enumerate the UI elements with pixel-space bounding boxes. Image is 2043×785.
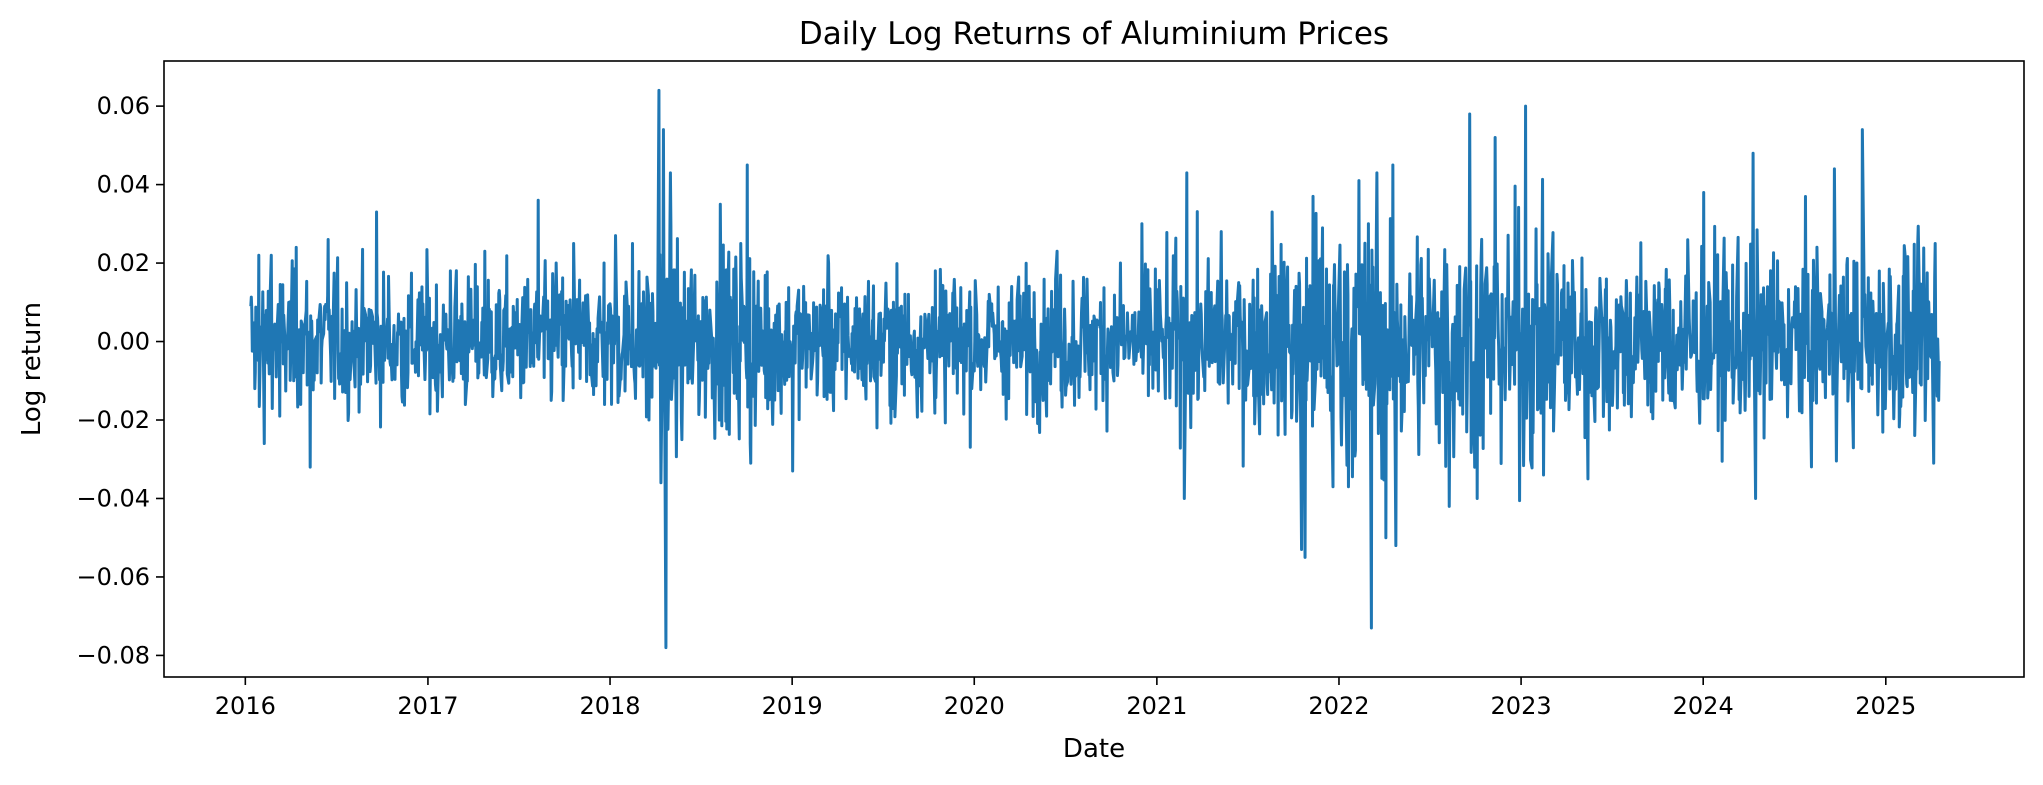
x-tick-label: 2019: [762, 692, 823, 720]
y-tick-label: −0.04: [76, 484, 150, 512]
x-tick-label: 2021: [1126, 692, 1187, 720]
y-tick-label: −0.02: [76, 406, 150, 434]
y-tick-label: 0.04: [97, 171, 150, 199]
y-tick-label: −0.08: [76, 641, 150, 669]
y-tick-label: 0.06: [97, 92, 150, 120]
x-tick-label: 2018: [580, 692, 641, 720]
x-tick-label: 2023: [1491, 692, 1552, 720]
series-line: [249, 88, 1941, 650]
y-axis-label: Log return: [17, 302, 47, 436]
x-axis-label: Date: [1063, 734, 1125, 764]
y-tick-label: −0.06: [76, 563, 150, 591]
y-axis: 0.06 0.04 0.02 0.00 −0.02 −0.04 −0.06 −0.08: [76, 92, 164, 669]
x-tick-label: 2024: [1673, 692, 1734, 720]
x-tick-label: 2025: [1855, 692, 1916, 720]
x-tick-label: 2020: [944, 692, 1005, 720]
x-tick-label: 2022: [1308, 692, 1369, 720]
y-tick-label: 0.02: [97, 249, 150, 277]
x-tick-label: 2016: [215, 692, 276, 720]
y-tick-label: 0.00: [97, 328, 150, 356]
x-axis: 2016 2017 2018 2019 2020 2021 2022 2023 2024 2025: [215, 677, 1916, 720]
chart-title: Daily Log Returns of Aluminium Prices: [799, 16, 1389, 52]
x-tick-label: 2017: [397, 692, 458, 720]
plot-frame: [163, 60, 2025, 678]
series-layer: [249, 88, 1941, 650]
